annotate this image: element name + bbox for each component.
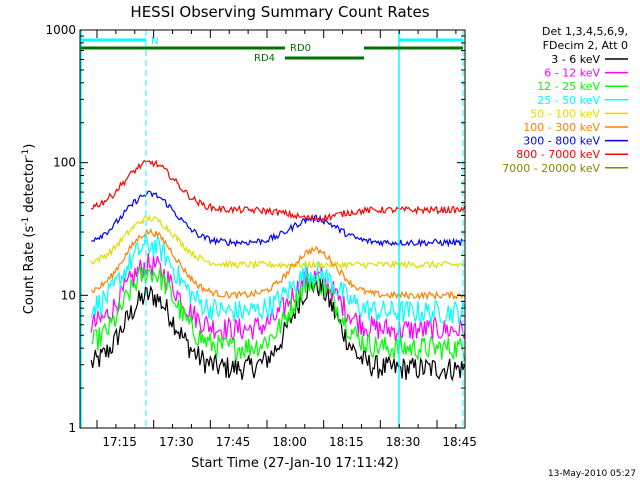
x-tick-label: 18:00 [272,435,307,449]
series-line-0 [90,274,465,382]
series-line-4 [90,214,465,271]
x-tick-label: 17:30 [159,435,194,449]
legend-label: 50 - 100 keV [530,107,600,120]
y-tick-label: 1000 [45,23,76,37]
y-axis-label: Count Rate (s-1 detector-1) [21,144,37,315]
footer-date: 13-May-2010 05:27 [548,469,636,479]
series-line-5 [90,228,465,301]
x-tick-label: 18:45 [442,435,477,449]
series-layer [90,159,465,382]
y-tick-label: 100 [53,156,76,170]
legend-label: 100 - 300 keV [523,121,600,134]
rd4-label: RD4 [254,53,275,64]
plot-frame [79,29,466,429]
legend-label: 6 - 12 keV [544,67,600,80]
x-tick-label: 18:15 [329,435,364,449]
legend-label: 800 - 7000 keV [516,148,600,161]
night-label: N [151,36,158,47]
legend-header: Det 1,3,4,5,6,9, [542,25,628,38]
chart-title: HESSI Observing Summary Count Rates [130,3,429,21]
series-line-2 [90,265,465,362]
y-tick-label: 1 [68,421,76,435]
x-tick-label: 17:45 [216,435,251,449]
series-line-3 [90,232,465,324]
legend-label: 300 - 800 keV [523,135,600,148]
legend-label: 12 - 25 keV [537,80,600,93]
legend-label: 25 - 50 keV [537,94,600,107]
x-tick-label: 18:30 [386,435,421,449]
series-line-6 [91,190,465,248]
x-axis-label: Start Time (27-Jan-10 17:11:42) [191,456,399,471]
rd0-label: RD0 [290,43,311,54]
legend-header: FDecim 2, Att 0 [543,39,628,52]
y-tick-label: 10 [61,288,76,302]
legend-label: 7000 - 20000 keV [502,162,600,175]
x-tick-label: 17:15 [102,435,137,449]
axes-layer: 17:15 17:30 17:45 18:00 18:15 18:30 18:45 1 10 10… [45,23,477,449]
overlay-layer: N RD0 RD4 [80,30,464,428]
legend: Det 1,3,4,5,6,9,FDecim 2, Att 03 - 6 keV… [502,25,628,175]
series-line-7 [91,159,465,223]
legend-label: 3 - 6 keV [551,53,600,66]
